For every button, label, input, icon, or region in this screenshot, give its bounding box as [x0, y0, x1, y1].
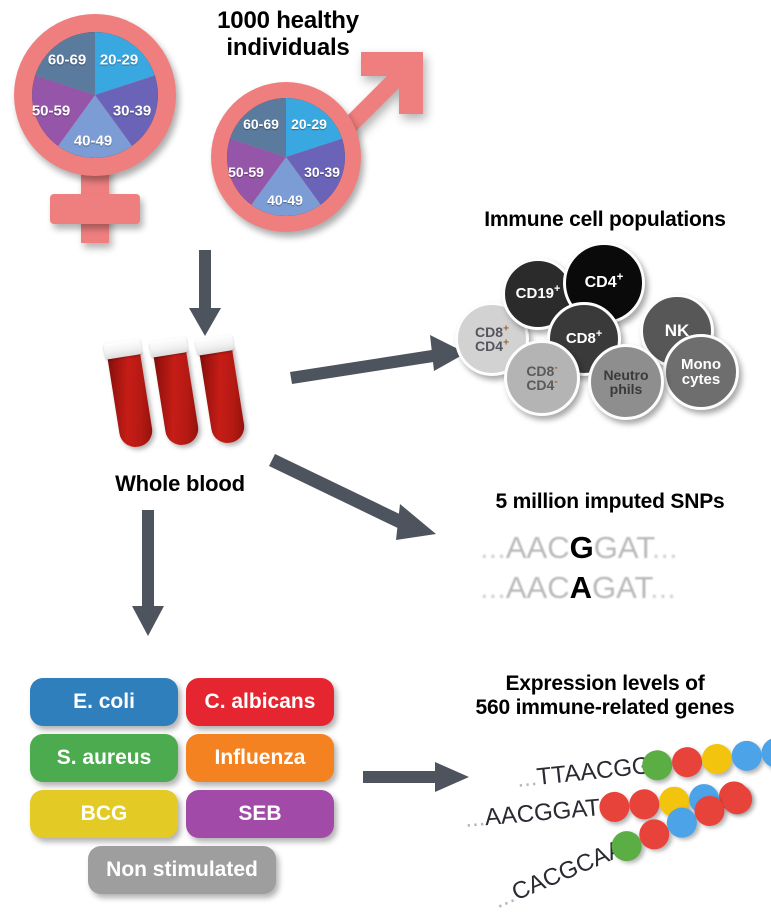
snp-prefix: AAC: [505, 570, 570, 605]
pie-slice-40-49: [57, 95, 133, 158]
gene-bead: [670, 745, 704, 779]
immune-cells-heading: Immune cell populations: [484, 208, 726, 231]
stimulation-bcg[interactable]: BCG: [30, 790, 178, 838]
arrow-blood-to-immune-cells-shape: [290, 335, 466, 384]
stimulation-calbicans[interactable]: C. albicans: [186, 678, 334, 726]
snp-lead: ...: [480, 570, 506, 605]
arrow-blood-to-snps-shape: [269, 454, 436, 540]
gene-strand-lead: ...: [515, 763, 539, 793]
male-pie-svg: [227, 98, 345, 216]
snp-trail: ...: [651, 530, 678, 565]
immune-cell-label: CD8- CD4-: [526, 362, 558, 393]
arrow-blood-to-snps: [269, 454, 436, 540]
gene-strands-group: ...TTAACGG ...AACGGAT ...CACGCAA: [455, 735, 771, 914]
pie-slice-50-59: [32, 75, 95, 146]
snp-suffix: GAT: [593, 530, 652, 565]
snp-sequences: ...AACGGAT... ...AACAGAT...: [480, 530, 750, 620]
snps-heading: 5 million imputed SNPs: [495, 490, 725, 513]
female-pie-svg: [32, 32, 158, 158]
genes-heading: Expression levels of 560 immune-related …: [440, 672, 770, 719]
arrow-blood-to-immune-cells: [290, 335, 466, 384]
gene-bead: [730, 739, 764, 773]
snp-row: ...AACAGAT...: [480, 570, 676, 606]
stimulation-seb[interactable]: SEB: [186, 790, 334, 838]
gene-strand-bases: CACGCAA: [507, 834, 628, 907]
snp-row: ...AACGGAT...: [480, 530, 678, 566]
snp-trail: ...: [649, 570, 676, 605]
gene-strand-bases: AACGGAT: [483, 794, 602, 832]
blood-tube-body: [198, 345, 247, 446]
stimulation-non-stimulated[interactable]: Non stimulated: [88, 846, 276, 894]
male-age-pie: [227, 98, 345, 216]
immune-cell-label: Mono cytes: [681, 355, 721, 388]
arrow-stimulations-to-genes: [363, 762, 469, 792]
stimulation-ecoli[interactable]: E. coli: [30, 678, 178, 726]
blood-tube: [103, 338, 155, 450]
stimulations-group: E. coli C. albicans S. aureus Influenza …: [30, 678, 340, 894]
immune-cell-monocytes: Mono cytes: [663, 334, 739, 410]
gene-strand-lead: ...: [463, 804, 487, 833]
immune-cell-label: CD19+: [515, 283, 561, 303]
gene-strand-sequence: ...CACGCAA: [490, 835, 629, 915]
pie-slice-20-29: [286, 98, 343, 157]
pie-slice-30-39: [286, 138, 345, 205]
male-gender-symbol: 20-29 30-39 40-49 50-59 60-69: [205, 50, 435, 260]
cohort-heading-line2: individuals: [226, 33, 350, 61]
female-age-pie: [32, 32, 158, 158]
immune-cell-label: Neutro phils: [603, 366, 649, 397]
gene-bead: [598, 790, 631, 824]
arrow-cohort-to-blood: [189, 250, 221, 336]
pie-slice-40-49: [251, 157, 321, 216]
pie-slice-30-39: [95, 75, 158, 146]
blood-tube: [195, 334, 247, 446]
whole-blood-label: Whole blood: [115, 471, 245, 496]
arrow-cohort-to-blood-shape: [189, 250, 221, 336]
male-pie-slices: [227, 98, 345, 216]
snp-prefix: AAC: [505, 530, 570, 565]
cohort-heading-line1: 1000 healthy: [217, 7, 359, 34]
immune-cell-cd8neg-cd4neg: CD8- CD4-: [504, 340, 580, 416]
pie-slice-20-29: [95, 32, 155, 95]
immune-cell-label: CD8+ CD4+: [475, 323, 509, 354]
gene-bead: [760, 736, 771, 770]
female-gender-symbol: 20-29 30-39 40-49 50-59 60-69: [8, 8, 198, 258]
stimulation-influenza[interactable]: Influenza: [186, 734, 334, 782]
blood-tube: [149, 336, 201, 448]
immune-cell-label: CD8+: [565, 328, 603, 348]
snp-variant-base: A: [569, 570, 592, 605]
genes-heading-line2: 560 immune-related genes: [475, 695, 735, 719]
blood-tube-body: [152, 347, 201, 448]
gene-strand-sequence: ...AACGGAT: [464, 794, 602, 834]
immune-cell-neutrophils: Neutro phils: [588, 344, 664, 420]
snp-suffix: GAT: [591, 570, 650, 605]
stimulation-saureus[interactable]: S. aureus: [30, 734, 178, 782]
female-pie-slices: [32, 32, 158, 158]
pie-slice-50-59: [227, 138, 286, 205]
blood-tube-body: [106, 349, 155, 450]
snp-variant-base: G: [569, 530, 594, 565]
immune-cells-cluster: CD8+ CD4+ CD19+ NK CD4+ CD8+ Mono cytes CD…: [455, 240, 771, 420]
immune-cell-label: NK: [664, 321, 690, 341]
gene-bead: [700, 742, 734, 776]
gene-strand-bases: TTAACGG: [535, 752, 652, 791]
arrow-stimulations-to-genes-shape: [363, 762, 469, 792]
arrow-blood-to-stimulations: [132, 510, 164, 636]
cohort-heading: 1000 healthy individuals: [168, 7, 408, 62]
genes-heading-line1: Expression levels of: [505, 672, 705, 695]
immune-cell-label: CD4+: [584, 271, 624, 291]
arrow-blood-to-stimulations-shape: [132, 510, 164, 636]
pie-slice-60-69: [229, 98, 286, 157]
snp-lead: ...: [480, 530, 506, 565]
female-symbol-crossbar: [50, 194, 140, 224]
pie-slice-60-69: [35, 32, 95, 95]
